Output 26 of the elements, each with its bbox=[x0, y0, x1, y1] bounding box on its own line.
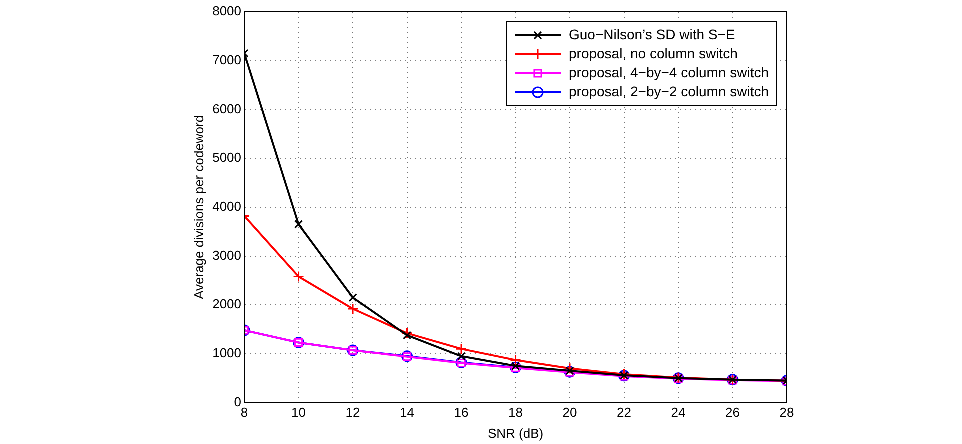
y-tick-label: 5000 bbox=[212, 150, 242, 166]
legend-label: proposal, 4−by−4 column switch bbox=[569, 64, 769, 80]
y-tick-label: 1000 bbox=[212, 346, 242, 361]
y-axis-title: Average divisions per codeword bbox=[191, 115, 206, 300]
x-tick-label: 28 bbox=[780, 405, 794, 420]
x-tick-label: 16 bbox=[454, 405, 469, 420]
x-tick-label: 10 bbox=[292, 405, 306, 420]
y-tick-label: 3000 bbox=[212, 248, 242, 263]
x-axis-title: SNR (dB) bbox=[488, 426, 544, 441]
legend-label: proposal, 2−by−2 column switch bbox=[569, 83, 769, 100]
y-tick-label: 8000 bbox=[212, 4, 242, 19]
x-tick-label: 18 bbox=[508, 405, 523, 420]
x-tick-label: 22 bbox=[617, 405, 632, 420]
y-tick-label: 7000 bbox=[212, 52, 242, 68]
y-tick-label: 2000 bbox=[212, 296, 242, 312]
y-tick-label: 0 bbox=[234, 394, 242, 410]
x-tick-label: 14 bbox=[400, 405, 414, 420]
x-tick-label: 26 bbox=[726, 405, 740, 420]
y-tick-label: 4000 bbox=[212, 198, 242, 214]
x-tick-label: 12 bbox=[346, 405, 360, 420]
legend-label: proposal, no column switch bbox=[569, 45, 738, 62]
x-tick-label: 24 bbox=[671, 405, 686, 420]
x-tick-label: 20 bbox=[562, 405, 578, 420]
x-tick-label: 8 bbox=[240, 405, 248, 420]
y-tick-label: 6000 bbox=[212, 101, 242, 116]
legend-label: Guo−Nilson’s SD with S−E bbox=[569, 26, 736, 42]
